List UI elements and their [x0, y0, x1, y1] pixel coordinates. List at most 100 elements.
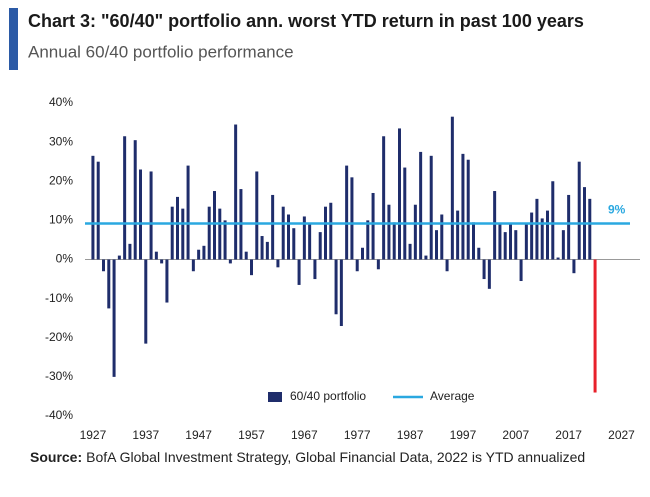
bar: [546, 210, 549, 260]
x-tick-label: 2027: [608, 428, 635, 442]
bar: [361, 247, 364, 260]
bar: [207, 206, 211, 260]
bar: [160, 259, 164, 264]
bar: [339, 259, 343, 327]
bar: [287, 214, 290, 260]
source: Source: BofA Global Investment Strategy, …: [30, 449, 585, 465]
bar: [170, 206, 174, 260]
bar: [181, 208, 185, 260]
legend-label: 60/40 portfolio: [290, 389, 366, 403]
y-tick-label: -20%: [45, 330, 73, 344]
chart-title: Chart 3: "60/40" portfolio ann. worst YT…: [28, 11, 584, 31]
x-tick-label: 2007: [502, 428, 529, 442]
bar: [572, 259, 576, 274]
bar: [392, 222, 396, 260]
bar: [371, 192, 375, 260]
bar: [308, 224, 312, 260]
bar: [228, 259, 232, 264]
bar: [535, 198, 539, 260]
bar: [202, 245, 206, 260]
bar: [260, 236, 264, 260]
bar: [223, 220, 227, 260]
bar: [376, 259, 380, 270]
x-tick-label: 1927: [80, 428, 107, 442]
legend-label: Average: [430, 389, 475, 403]
bar: [149, 171, 153, 260]
bar: [519, 259, 523, 282]
bar: [382, 136, 386, 260]
bar: [329, 202, 333, 260]
bar: [345, 165, 349, 260]
bar: [191, 259, 195, 272]
bar: [403, 167, 407, 260]
bar: [213, 191, 216, 260]
bar: [144, 259, 148, 344]
bar: [355, 259, 359, 272]
bar: [292, 228, 296, 260]
y-tick-label: 20%: [49, 173, 73, 187]
bar: [561, 230, 565, 260]
bar: [540, 218, 544, 260]
bar: [456, 210, 460, 260]
bar: [429, 155, 433, 260]
bar: [334, 259, 338, 315]
bar: [472, 222, 475, 260]
bar: [107, 259, 111, 309]
bar: [128, 243, 132, 260]
x-tick-label: 1947: [185, 428, 212, 442]
legend-swatch: [268, 392, 282, 402]
bar: [265, 241, 269, 260]
bar: [244, 251, 248, 260]
y-tick-label: 0%: [56, 252, 74, 266]
bar: [250, 259, 253, 276]
bar: [593, 259, 597, 393]
source-label: Source:: [30, 449, 82, 465]
bar: [466, 159, 470, 260]
bar: [509, 224, 512, 260]
bar: [503, 232, 507, 260]
bar: [419, 151, 423, 260]
bar: [302, 216, 306, 260]
bar: [493, 191, 497, 260]
x-tick-label: 1967: [291, 428, 318, 442]
bar: [91, 155, 95, 260]
bar: [96, 161, 100, 260]
title-accent: [9, 8, 18, 70]
y-tick-label: -10%: [45, 291, 73, 305]
bar: [482, 259, 486, 280]
bar: [313, 259, 317, 280]
bar: [197, 249, 201, 260]
chart-subtitle: Annual 60/40 portfolio performance: [28, 42, 294, 61]
bar: [154, 251, 158, 260]
bar: [117, 255, 121, 260]
average-label: 9%: [608, 203, 626, 217]
y-tick-label: -30%: [45, 369, 73, 383]
bar: [487, 259, 491, 289]
bar: [461, 153, 465, 260]
bar: [450, 116, 454, 260]
bar: [186, 165, 190, 260]
bar: [133, 140, 137, 260]
bar: [445, 259, 449, 272]
bar: [234, 124, 238, 260]
bar: [176, 196, 179, 260]
y-tick-label: -40%: [45, 408, 73, 422]
x-tick-label: 1997: [450, 428, 477, 442]
bar: [387, 204, 391, 260]
bar: [435, 230, 438, 260]
bar: [165, 259, 169, 303]
bar: [577, 161, 581, 260]
bar: [139, 169, 142, 260]
bar: [588, 198, 592, 260]
bar: [514, 230, 518, 260]
bar: [218, 208, 222, 260]
y-tick-label: 30%: [49, 134, 73, 148]
bar: [551, 181, 555, 260]
bar: [297, 259, 301, 285]
bar: [424, 255, 428, 260]
bar: [477, 247, 481, 260]
bar: [567, 194, 571, 260]
bar: [524, 224, 528, 260]
bar: [255, 171, 259, 260]
